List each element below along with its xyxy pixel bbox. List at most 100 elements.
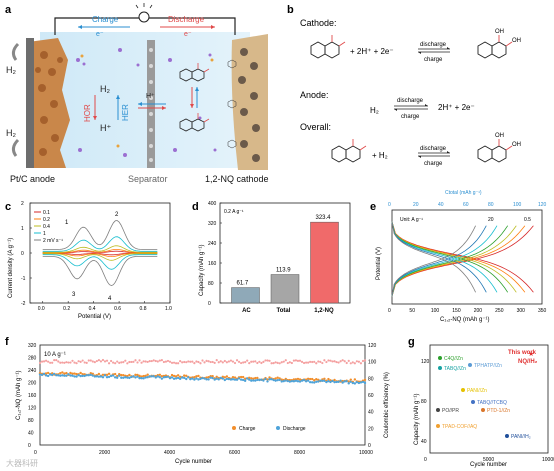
bar-ytick: 240 xyxy=(208,241,217,247)
gcd-charge-curve xyxy=(391,225,487,297)
discharge-point xyxy=(225,377,229,381)
cycling-xtick: 8000 xyxy=(294,450,305,456)
cv-peak-3: 3 xyxy=(72,292,76,298)
discharge-point xyxy=(99,375,103,378)
gcd-axis: 0 50 100 150 200 250 300 350 0 20 40 60 80 100 120 xyxy=(388,202,547,314)
gcd-discharge-curve xyxy=(391,221,476,293)
ce-point xyxy=(122,361,125,364)
gcd-x2tick: 0 xyxy=(388,202,391,208)
discharge-point xyxy=(201,376,204,380)
cycling-y2tick: 120 xyxy=(368,343,377,349)
charge-point xyxy=(313,379,316,382)
charge-point xyxy=(115,374,119,378)
ce-point xyxy=(235,359,239,362)
ce-point xyxy=(237,360,241,363)
charge-point xyxy=(254,376,257,380)
cycling-ytick: 0 xyxy=(28,443,31,449)
ce-point xyxy=(215,359,218,362)
comparison-plot-frame xyxy=(429,344,549,454)
ce-point xyxy=(189,360,192,363)
ce-point xyxy=(317,360,320,363)
discharge-point xyxy=(55,374,58,377)
cycling-points xyxy=(38,358,367,385)
discharge-point xyxy=(69,374,72,377)
ce-point xyxy=(114,362,117,365)
bar-value-label: 113.9 xyxy=(276,268,291,274)
cv-xtick: 1.0 xyxy=(165,306,172,312)
discharge-point xyxy=(195,377,198,380)
ce-point xyxy=(120,361,123,364)
charge-point xyxy=(193,376,196,379)
capacity-bars: 61.7 AC 113.9 Total 323.4 1,2-NQ xyxy=(231,215,339,314)
charge-label: Charge xyxy=(92,15,119,24)
ce-point xyxy=(349,362,352,365)
nq-reduced-molecule-icon xyxy=(179,113,210,132)
discharge-point xyxy=(83,374,86,378)
discharge-point xyxy=(124,376,127,379)
ce-point xyxy=(302,361,306,365)
discharge-point xyxy=(235,378,239,381)
discharge-label: Discharge xyxy=(168,15,205,24)
comparison-label: TABQ//TCBQ xyxy=(477,400,507,406)
discharge-point xyxy=(239,378,243,381)
ce-point xyxy=(107,362,111,365)
cycling-y2tick: 100 xyxy=(368,360,377,366)
charge-point xyxy=(252,377,255,380)
ce-point xyxy=(160,358,163,362)
comparison-ylabel: Capacity (mAh g⁻¹) xyxy=(414,393,420,445)
discharge-point xyxy=(274,379,277,382)
discharge-point xyxy=(357,381,361,385)
ce-point xyxy=(162,360,166,364)
charge-point xyxy=(69,371,72,375)
bar-ytick: 160 xyxy=(208,261,217,267)
discharge-point xyxy=(138,376,141,380)
discharge-point xyxy=(248,378,251,381)
discharge-point xyxy=(355,380,359,384)
charge-point xyxy=(128,373,131,377)
discharge-point xyxy=(333,380,336,384)
discharge-point xyxy=(89,373,92,377)
cv-legend-label: 0.2 xyxy=(43,217,50,223)
discharge-point xyxy=(231,378,235,381)
charge-point xyxy=(195,375,198,378)
ce-point xyxy=(361,359,365,363)
ce-point xyxy=(278,362,281,365)
cv-curve-cathodic xyxy=(42,253,158,258)
discharge-point xyxy=(87,373,90,377)
ce-point xyxy=(363,359,367,362)
gcd-rate-high: 20 xyxy=(488,217,494,223)
charge-point xyxy=(250,377,253,380)
discharge-point xyxy=(319,379,322,382)
ce-point xyxy=(321,361,324,365)
cycling-legend: Charge Discharge xyxy=(232,426,306,432)
discharge-point xyxy=(48,373,52,376)
discharge-point xyxy=(158,376,162,379)
bar-ytick: 0 xyxy=(208,301,211,307)
ce-point xyxy=(59,361,62,364)
hplus-separator-label: H⁺ xyxy=(146,93,155,100)
panel-b: b Cathode: Anode: Overall: + 2H⁺ + 2e⁻ d… xyxy=(287,4,521,167)
anode-current-collector xyxy=(26,38,34,168)
charge-point xyxy=(243,377,247,380)
discharge-point xyxy=(193,378,196,381)
gcd-x2tick: 120 xyxy=(538,202,547,208)
capacity-bar xyxy=(310,221,339,304)
charge-point xyxy=(91,372,95,375)
discharge-point xyxy=(128,376,131,380)
charge-point xyxy=(292,378,296,381)
gcd-rate-low: 0.5 xyxy=(524,217,531,223)
discharge-point xyxy=(280,380,283,383)
discharge-point xyxy=(262,379,265,382)
cycling-ytick: 120 xyxy=(28,406,37,412)
charge-point xyxy=(185,374,188,378)
ce-point xyxy=(252,360,255,363)
discharge-point xyxy=(120,376,123,379)
capacity-bar xyxy=(270,274,300,304)
comparison-marker xyxy=(461,388,465,392)
ce-point xyxy=(89,359,92,362)
discharge-point xyxy=(359,381,363,384)
discharge-point xyxy=(306,379,310,382)
charge-point xyxy=(183,374,186,377)
discharge-point xyxy=(38,373,42,376)
